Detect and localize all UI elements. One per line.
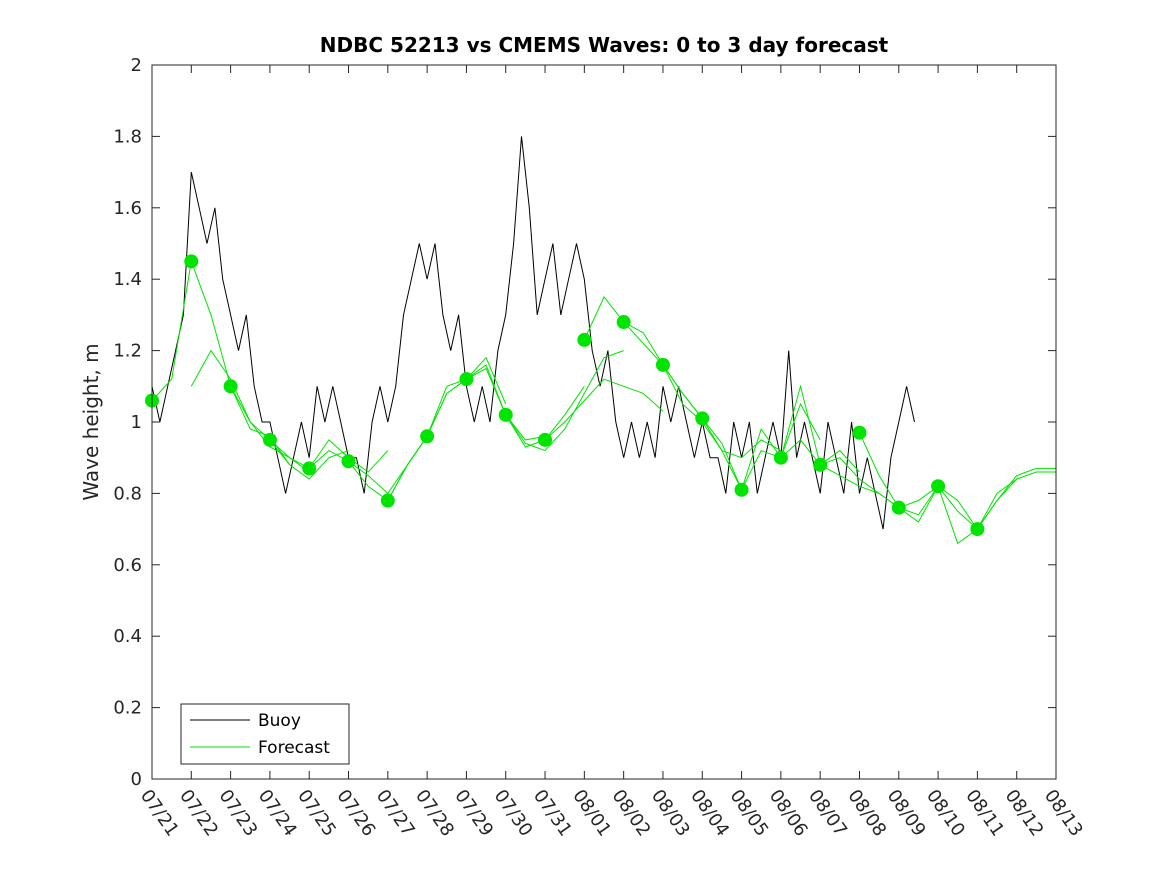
legend: Buoy Forecast [180,703,350,765]
x-tick-label: 08/12 [1001,786,1048,841]
forecast-run-line [741,384,860,491]
forecast-point [223,379,238,394]
forecast-run-line [544,378,664,441]
forecast-point [184,254,199,269]
x-tick-label: 07/29 [450,786,497,841]
x-tick-label: 08/08 [843,786,890,841]
y-tick-label: 0.8 [113,483,142,504]
forecast-point [302,461,317,476]
forecast-run-line [898,478,1017,545]
buoy-series [151,136,915,530]
forecast-run-line [819,464,939,509]
forecast-point [773,450,788,465]
forecast-point [734,482,749,497]
x-tick-label: 07/25 [293,786,340,841]
forecast-point [655,357,670,372]
plot-area [152,65,1056,779]
x-tick-label: 07/28 [411,786,458,841]
forecast-point [420,429,435,444]
forecast-run-line [859,432,978,530]
x-tick-label: 07/22 [175,786,222,841]
forecast-run-line [505,350,624,452]
forecast-point [695,411,710,426]
y-tick-label: 1.4 [113,269,142,290]
x-tick-label: 08/06 [765,786,812,841]
y-axis-label: Wave height, m [79,343,103,500]
forecast-run-line [466,367,585,448]
x-tick-label: 07/23 [215,786,262,841]
y-tick-label: 1.6 [113,198,142,219]
forecast-point [498,407,513,422]
forecast-run-line [662,364,782,459]
x-tick-label: 08/03 [647,786,694,841]
y-tick-label: 1 [131,412,142,433]
x-tick-label: 08/11 [961,786,1008,841]
forecast-run-line [976,467,1056,530]
forecast-point [616,315,631,330]
forecast-dots [145,254,985,537]
forecast-run-line [387,356,507,501]
x-tick-label: 08/13 [1040,786,1087,841]
chart-title: NDBC 52213 vs CMEMS Waves: 0 to 3 day fo… [320,33,889,57]
forecast-run-line [426,364,546,441]
forecast-run-line [269,439,389,473]
x-tick-label: 07/31 [529,786,576,841]
x-tick-label: 08/04 [686,786,733,841]
x-tick-label: 08/09 [883,786,930,841]
forecast-point [931,479,946,494]
legend-buoy-label: Buoy [258,711,301,731]
forecast-point [538,432,553,447]
forecast-point [577,332,592,347]
legend-forecast-label: Forecast [258,738,330,758]
y-axis: 0 0.2 0.4 0.6 0.8 1 1.2 1.4 1.6 1.8 2 [113,55,1056,790]
legend-box [180,703,350,765]
forecast-series [151,259,1056,545]
forecast-run-line [701,402,821,492]
x-tick-label: 07/30 [490,786,537,841]
y-tick-label: 0 [131,769,142,790]
y-tick-label: 2 [131,55,142,76]
y-tick-label: 0.2 [113,698,142,719]
x-tick-label: 07/21 [136,786,183,841]
x-tick-label: 07/24 [254,786,301,841]
y-tick-label: 0.6 [113,555,142,576]
x-tick-label: 08/10 [922,786,969,841]
forecast-point [852,425,867,440]
forecast-point [891,500,906,515]
forecast-point [380,493,395,508]
x-tick-label: 08/02 [608,786,655,841]
buoy-line [151,136,915,530]
forecast-point [262,432,277,447]
x-tick-label: 07/27 [372,786,419,841]
y-tick-label: 1.2 [113,341,142,362]
forecast-point [970,522,985,537]
x-tick-label: 08/05 [725,786,772,841]
forecast-point [341,454,356,469]
forecast-point [813,457,828,472]
forecast-point [459,372,474,387]
forecast-run-line [230,386,349,480]
x-tick-label: 07/26 [332,786,379,841]
x-tick-label: 08/07 [804,786,851,841]
x-tick-label: 08/01 [568,786,615,841]
y-tick-label: 0.4 [113,626,142,647]
y-tick-label: 1.8 [113,126,142,147]
